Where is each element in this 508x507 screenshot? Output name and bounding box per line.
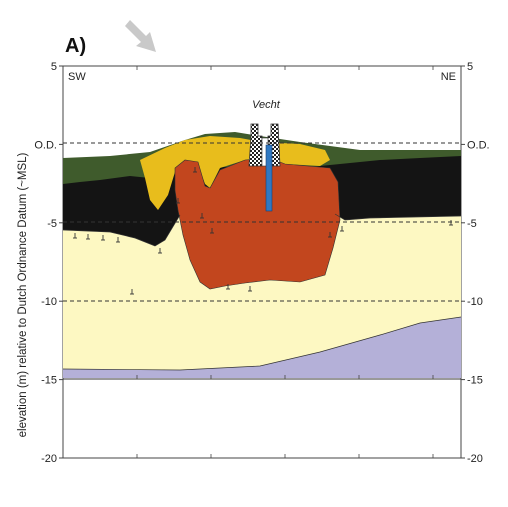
y-tick-label-right: 5 (467, 61, 473, 73)
y-tick-label-left: -5 (47, 218, 57, 230)
y-axis-right: 5 O.D. -5 -10 -15 -20 (461, 61, 490, 465)
x-axis-ticks (136, 66, 434, 458)
panel-label: A) (65, 35, 86, 57)
reference-lines (63, 142, 461, 302)
y-tick-label-right: O.D. (467, 139, 490, 151)
y-tick-label-left: -15 (41, 375, 57, 387)
y-tick-label-left: -20 (41, 453, 57, 465)
direction-right-label: NE (441, 71, 456, 83)
y-tick-label-right: -20 (467, 453, 483, 465)
y-tick-label-right: -10 (467, 296, 483, 308)
river-label: Vecht (252, 99, 281, 111)
well-blue-casing (265, 144, 273, 212)
y-tick-label-left: O.D. (34, 139, 57, 151)
direction-arrow-icon (125, 20, 156, 52)
lavender-layer (63, 317, 461, 378)
y-tick-label-right: -15 (467, 375, 483, 387)
well-towers (248, 123, 281, 212)
y-tick-label-left: 5 (51, 61, 57, 73)
y-axis-title: elevation (m) relative to Dutch Ordnance… (17, 152, 29, 437)
red-body (174, 157, 341, 290)
layer-boundaries (62, 213, 462, 371)
water-level-markers (73, 167, 453, 295)
direction-left-label: SW (68, 71, 86, 83)
y-tick-label-right: -5 (467, 218, 477, 230)
cream-layer (63, 210, 461, 370)
yellow-layer (140, 136, 330, 210)
y-axis-left: 5 O.D. -5 -10 -15 -20 (34, 61, 63, 465)
y-tick-label-left: -10 (41, 296, 57, 308)
